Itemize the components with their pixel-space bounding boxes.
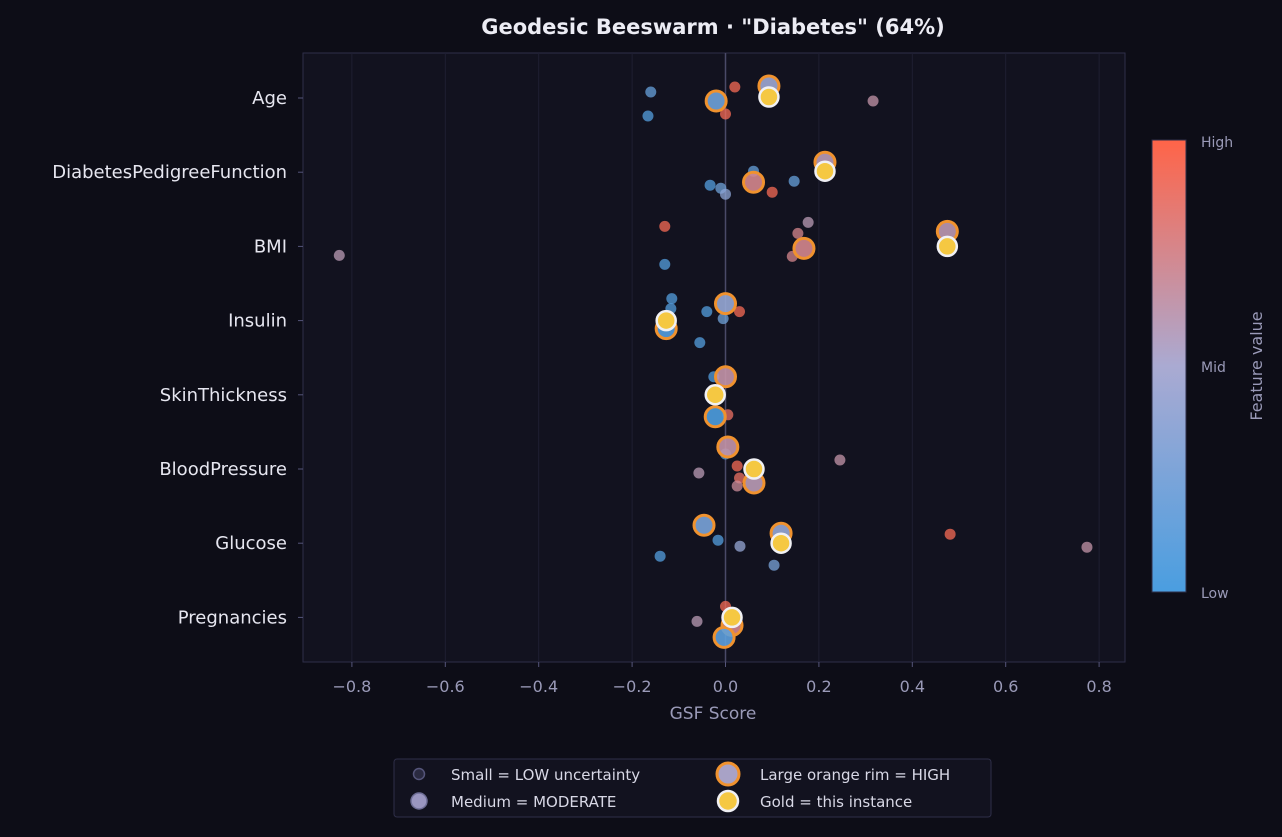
high-uncertainty-point — [714, 292, 737, 316]
y-tick-label: SkinThickness — [160, 385, 287, 406]
low-uncertainty-point — [720, 188, 731, 200]
high-uncertainty-point — [742, 170, 766, 194]
high-uncertainty-point — [714, 365, 737, 389]
colorbar-label: Feature value — [1247, 311, 1266, 420]
plot-area — [302, 52, 1126, 663]
x-tick-label: 0.2 — [806, 677, 831, 696]
low-uncertainty-point — [792, 227, 804, 239]
low-uncertainty-point — [666, 293, 678, 305]
high-uncertainty-point — [703, 405, 727, 429]
low-uncertainty-point — [729, 81, 741, 93]
x-tick-label: −0.4 — [519, 677, 558, 696]
y-tick-label: BMI — [254, 236, 287, 257]
chart-title: Geodesic Beeswarm · "Diabetes" (64%) — [481, 15, 945, 39]
colorbar-tick-high: High — [1201, 135, 1233, 151]
low-uncertainty-point — [704, 179, 716, 191]
high-uncertainty-point — [792, 236, 816, 260]
x-tick-label: 0.4 — [900, 677, 925, 696]
y-tick-label: DiabetesPedigreeFunction — [52, 162, 287, 183]
y-tick-label: Pregnancies — [178, 607, 287, 628]
low-uncertainty-point — [834, 454, 846, 466]
high-uncertainty-point — [716, 435, 740, 459]
instance-point — [655, 309, 677, 332]
y-tick-label: Age — [252, 88, 287, 109]
x-tick-label: 0.8 — [1086, 677, 1111, 696]
low-uncertainty-point — [867, 95, 879, 107]
high-uncertainty-point — [704, 89, 728, 113]
instance-point — [770, 532, 792, 554]
low-uncertainty-point — [731, 460, 743, 472]
low-uncertainty-point — [712, 534, 724, 546]
legend-marker-high — [715, 761, 741, 787]
low-uncertainty-point — [1081, 541, 1093, 553]
instance-point — [743, 458, 765, 480]
legend-marker-instance — [716, 789, 740, 813]
low-uncertainty-point — [694, 337, 706, 349]
legend-marker-low — [412, 767, 426, 781]
y-tick-label: BloodPressure — [159, 459, 287, 480]
low-uncertainty-point — [659, 220, 671, 232]
colorbar-tick-low: Low — [1201, 586, 1229, 602]
legend-label-low: Small = LOW uncertainty — [451, 766, 640, 784]
low-uncertainty-point — [717, 313, 729, 325]
low-uncertainty-point — [645, 86, 657, 98]
colorbar: High Mid Low Feature value — [1151, 135, 1266, 602]
x-tick-label: 0.0 — [713, 677, 738, 696]
low-uncertainty-point — [659, 258, 671, 270]
low-uncertainty-point — [766, 186, 778, 198]
low-uncertainty-point — [691, 615, 703, 627]
legend-label-high: Large orange rim = HIGH — [760, 766, 950, 784]
instance-point — [936, 235, 959, 258]
low-uncertainty-point — [720, 108, 731, 120]
x-tick-label: −0.2 — [613, 677, 652, 696]
low-uncertainty-point — [768, 559, 780, 571]
x-tick-label: −0.6 — [426, 677, 465, 696]
low-uncertainty-point — [944, 528, 956, 540]
low-uncertainty-point — [654, 550, 666, 562]
colorbar-tick-mid: Mid — [1201, 360, 1226, 376]
high-uncertainty-point — [692, 513, 716, 537]
low-uncertainty-point — [734, 540, 746, 552]
legend-marker-moderate — [410, 792, 428, 810]
low-uncertainty-point — [802, 216, 814, 228]
high-uncertainty-point — [712, 625, 736, 649]
y-tick-label: Insulin — [228, 311, 287, 332]
low-uncertainty-point — [642, 110, 654, 122]
legend-label-moderate: Medium = MODERATE — [451, 793, 616, 811]
instance-point — [758, 86, 780, 108]
low-uncertainty-point — [693, 467, 705, 479]
instance-point — [814, 160, 836, 182]
y-tick-label: Glucose — [215, 533, 287, 554]
x-axis-label: GSF Score — [670, 704, 757, 724]
instance-point — [721, 606, 743, 629]
x-tick-label: −0.8 — [332, 677, 371, 696]
low-uncertainty-point — [734, 306, 746, 318]
low-uncertainty-point — [333, 249, 345, 261]
legend-label-instance: Gold = this instance — [760, 793, 912, 811]
low-uncertainty-point — [731, 480, 743, 492]
low-uncertainty-point — [701, 306, 713, 318]
x-tick-label: 0.6 — [993, 677, 1018, 696]
instance-point — [704, 384, 726, 406]
low-uncertainty-point — [788, 175, 800, 187]
legend: Small = LOW uncertainty Large orange rim… — [393, 758, 992, 818]
